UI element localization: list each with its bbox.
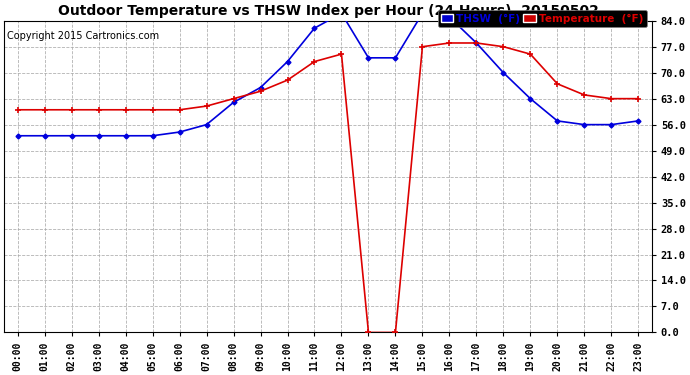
Text: Copyright 2015 Cartronics.com: Copyright 2015 Cartronics.com xyxy=(7,32,159,41)
Legend: THSW  (°F), Temperature  (°F): THSW (°F), Temperature (°F) xyxy=(437,10,647,27)
Title: Outdoor Temperature vs THSW Index per Hour (24 Hours)  20150502: Outdoor Temperature vs THSW Index per Ho… xyxy=(57,4,598,18)
